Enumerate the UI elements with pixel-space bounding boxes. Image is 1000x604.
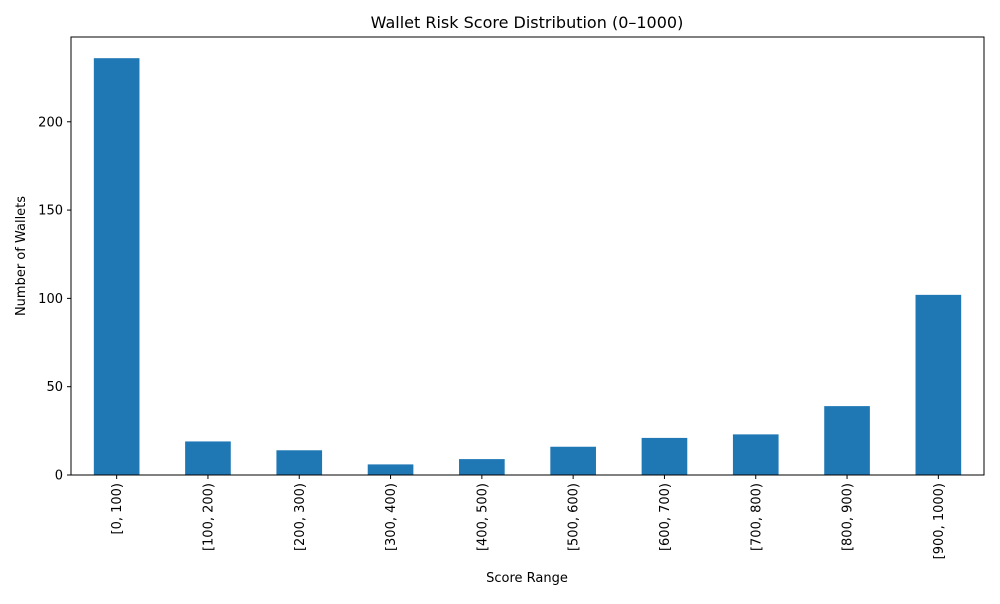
y-tick-label: 50 — [46, 380, 63, 395]
plot-frame — [70, 36, 985, 476]
y-tick-label: 150 — [38, 204, 63, 219]
x-tick-label: [500, 600) — [567, 483, 582, 551]
x-tick-label: [800, 900) — [841, 483, 856, 551]
x-axis-label: Score Range — [486, 571, 568, 586]
y-tick-label: 200 — [38, 115, 63, 130]
x-tick-label: [0, 100) — [110, 483, 125, 535]
x-tick-label: [700, 800) — [749, 483, 764, 551]
y-axis-ticks: 0 50 100 150 200 — [38, 115, 71, 484]
bar-6 — [641, 437, 688, 475]
y-tick-label: 0 — [55, 469, 63, 484]
bar-5 — [550, 446, 596, 475]
bar-8 — [824, 406, 870, 475]
x-tick-label: [200, 300) — [293, 483, 308, 551]
bar-3 — [367, 464, 414, 475]
x-axis-ticks: [0, 100) [100, 200) [200, 300) [300, 400) [4… — [110, 475, 947, 559]
x-tick-label: [300, 400) — [384, 483, 399, 551]
bar-9 — [915, 294, 962, 475]
x-tick-label: [400, 500) — [475, 483, 490, 551]
y-axis-label: Number of Wallets — [14, 196, 29, 316]
bars-group — [93, 58, 962, 476]
bar-2 — [276, 450, 323, 475]
chart-title: Wallet Risk Score Distribution (0–1000) — [371, 13, 684, 32]
x-tick-label: [600, 700) — [658, 483, 673, 551]
x-tick-label: [900, 1000) — [932, 483, 947, 559]
bar-0 — [93, 58, 140, 476]
x-tick-label: [100, 200) — [201, 483, 216, 551]
bar-4 — [459, 459, 505, 475]
bar-1 — [185, 441, 231, 475]
y-tick-label: 100 — [38, 292, 63, 307]
bar-7 — [732, 434, 779, 475]
